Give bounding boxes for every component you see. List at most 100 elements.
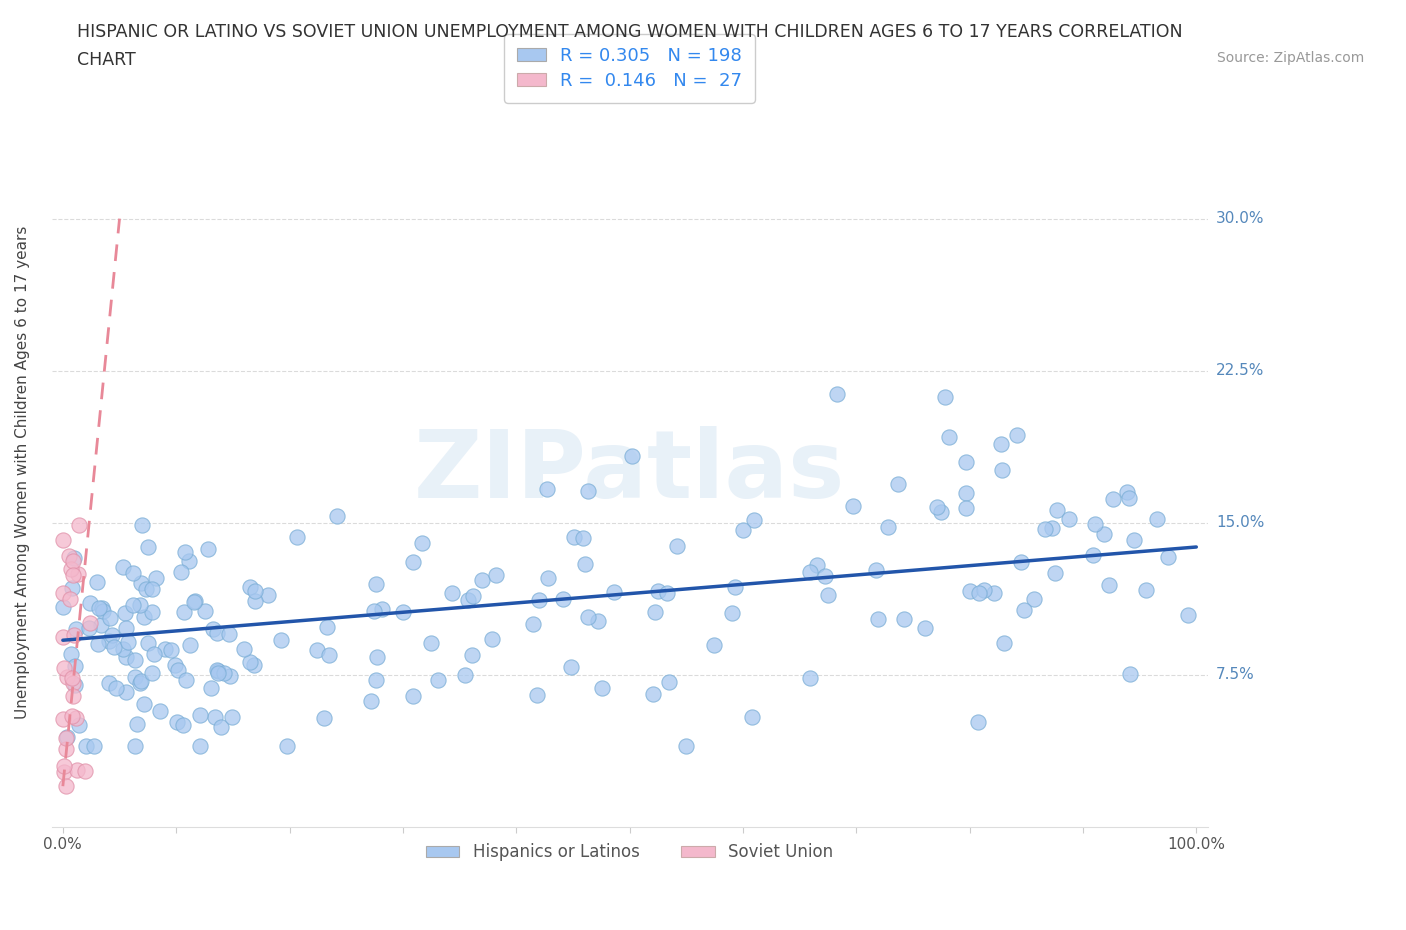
- Point: [817, 588, 839, 603]
- Point: [1024, 591, 1046, 606]
- Point: [91, 603, 114, 618]
- Point: [1146, 512, 1168, 526]
- Point: [52, 660, 75, 675]
- Point: [63, 551, 86, 566]
- Point: [723, 579, 745, 594]
- Point: [111, 560, 134, 575]
- Point: [56, 670, 79, 684]
- Point: [411, 536, 433, 551]
- Point: [285, 529, 308, 544]
- Point: [52, 600, 75, 615]
- Point: [136, 635, 159, 650]
- Point: [643, 686, 665, 701]
- Point: [207, 663, 229, 678]
- Point: [562, 530, 585, 545]
- Point: [929, 504, 952, 519]
- Point: [62, 628, 84, 643]
- Point: [149, 703, 172, 718]
- Point: [1118, 490, 1140, 505]
- Point: [129, 576, 152, 591]
- Point: [276, 738, 298, 753]
- Point: [55, 741, 77, 756]
- Point: [204, 710, 226, 724]
- Point: [825, 387, 848, 402]
- Point: [63, 658, 86, 673]
- Point: [202, 621, 225, 636]
- Point: [1014, 603, 1036, 618]
- Point: [207, 626, 229, 641]
- Point: [461, 588, 484, 603]
- Point: [536, 481, 558, 496]
- Point: [402, 688, 425, 703]
- Point: [124, 653, 146, 668]
- Point: [131, 674, 153, 689]
- Point: [799, 671, 821, 685]
- Point: [52, 764, 75, 779]
- Point: [364, 673, 387, 688]
- Point: [60, 671, 83, 685]
- Point: [233, 642, 256, 657]
- Point: [392, 604, 415, 619]
- Point: [122, 598, 145, 613]
- Point: [188, 708, 211, 723]
- Point: [90, 618, 112, 632]
- Point: [1102, 492, 1125, 507]
- Point: [114, 621, 136, 636]
- Point: [586, 614, 609, 629]
- Point: [91, 600, 114, 615]
- Point: [485, 568, 508, 583]
- Point: [887, 477, 910, 492]
- Y-axis label: Unemployment Among Women with Children Ages 6 to 17 years: Unemployment Among Women with Children A…: [15, 225, 30, 719]
- Point: [955, 454, 977, 469]
- Point: [238, 579, 260, 594]
- Point: [98, 611, 121, 626]
- Point: [177, 553, 200, 568]
- Point: [841, 498, 863, 513]
- Point: [675, 738, 697, 753]
- Point: [89, 601, 111, 616]
- Point: [83, 738, 105, 753]
- Point: [243, 583, 266, 598]
- Point: [141, 604, 163, 619]
- Point: [571, 530, 593, 545]
- Point: [1135, 583, 1157, 598]
- Point: [591, 681, 613, 696]
- Point: [741, 710, 763, 724]
- Text: 15.0%: 15.0%: [1216, 515, 1264, 530]
- Point: [79, 616, 101, 631]
- Point: [318, 647, 340, 662]
- Point: [527, 593, 550, 608]
- Point: [66, 762, 89, 777]
- Point: [360, 694, 382, 709]
- Text: 7.5%: 7.5%: [1216, 667, 1254, 683]
- Point: [172, 717, 194, 732]
- Point: [553, 591, 575, 606]
- Point: [105, 681, 128, 696]
- Point: [481, 632, 503, 647]
- Point: [62, 676, 84, 691]
- Point: [86, 575, 108, 590]
- Point: [366, 576, 388, 591]
- Point: [66, 566, 89, 581]
- Point: [1157, 550, 1180, 565]
- Point: [60, 709, 83, 724]
- Point: [239, 655, 262, 670]
- Point: [366, 650, 388, 665]
- Point: [53, 759, 76, 774]
- Point: [959, 583, 981, 598]
- Point: [1057, 512, 1080, 526]
- Point: [363, 604, 385, 618]
- Point: [194, 604, 217, 618]
- Point: [955, 485, 977, 500]
- Point: [218, 627, 240, 642]
- Point: [183, 594, 205, 609]
- Point: [214, 666, 236, 681]
- Point: [419, 635, 441, 650]
- Point: [914, 620, 936, 635]
- Point: [115, 649, 138, 664]
- Point: [602, 585, 624, 600]
- Point: [209, 720, 232, 735]
- Point: [315, 619, 337, 634]
- Point: [1033, 522, 1056, 537]
- Point: [197, 541, 219, 556]
